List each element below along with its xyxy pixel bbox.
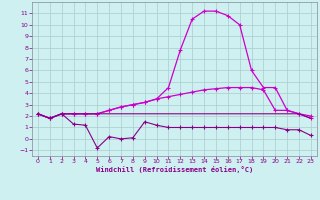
X-axis label: Windchill (Refroidissement éolien,°C): Windchill (Refroidissement éolien,°C) (96, 166, 253, 173)
